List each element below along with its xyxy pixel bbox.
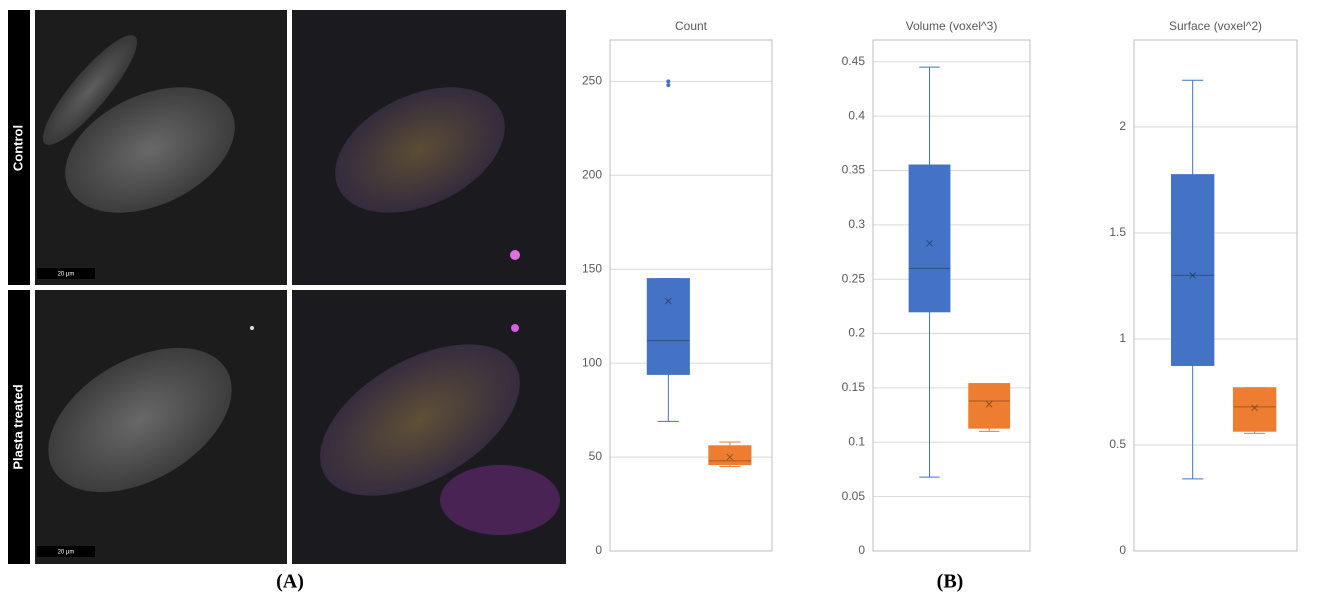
plot-frame <box>872 39 1031 552</box>
box <box>908 164 951 313</box>
y-tick-label: 150 <box>582 261 602 275</box>
y-tick-label: 0 <box>595 543 602 557</box>
chart-title: Count <box>675 19 708 33</box>
plot-frame <box>1133 39 1298 552</box>
box <box>646 278 690 375</box>
y-tick-label: 0.35 <box>842 163 866 177</box>
y-tick-label: 0.2 <box>848 326 865 340</box>
mean-marker <box>1251 404 1258 412</box>
panel-label: (A) <box>276 571 304 593</box>
y-tick-label: 0.5 <box>1109 437 1126 451</box>
y-tick-label: 0.3 <box>848 217 865 231</box>
y-tick-label: 0.4 <box>848 108 865 122</box>
scale-bar-label: 20 µm <box>58 550 75 556</box>
y-tick-label: 0.25 <box>842 271 866 285</box>
outlier <box>666 83 671 88</box>
y-tick-label: 1 <box>1119 331 1126 345</box>
plot-frame <box>609 39 773 552</box>
y-tick-label: 0.45 <box>842 54 866 68</box>
y-tick-label: 50 <box>589 449 603 463</box>
mean-marker <box>926 239 933 247</box>
panel-label: (B) <box>937 571 964 593</box>
y-tick-label: 250 <box>582 74 602 88</box>
y-tick-label: 200 <box>582 167 602 181</box>
row-strip <box>8 290 30 564</box>
y-tick-label: 2 <box>1119 119 1126 133</box>
y-tick-label: 0 <box>858 543 865 557</box>
micrograph-grid: Control Plasta treated 20 µm 20 µm <box>8 10 568 564</box>
y-tick-label: 0.1 <box>848 434 865 448</box>
y-tick-label: 100 <box>582 355 602 369</box>
outlier <box>666 79 671 84</box>
y-tick-label: 1.5 <box>1109 225 1126 239</box>
row-label: Plasta treated <box>10 384 25 469</box>
row-strip <box>8 10 30 285</box>
y-tick-label: 0 <box>1119 543 1126 557</box>
mean-marker <box>726 453 734 461</box>
row-label: Control <box>10 125 25 171</box>
box <box>708 445 752 466</box>
chart-title: Volume (voxel^3) <box>906 19 998 33</box>
box <box>1170 174 1215 366</box>
mean-marker <box>985 400 993 408</box>
scale-bar-label: 20 µm <box>58 272 75 278</box>
chart-title: Surface (voxel^2) <box>1169 19 1262 33</box>
box <box>968 383 1011 429</box>
y-tick-label: 0.15 <box>842 380 866 394</box>
mean-marker <box>664 297 672 305</box>
y-tick-label: 0.05 <box>842 489 866 503</box>
mean-marker <box>1189 272 1197 279</box>
box <box>1232 387 1277 432</box>
